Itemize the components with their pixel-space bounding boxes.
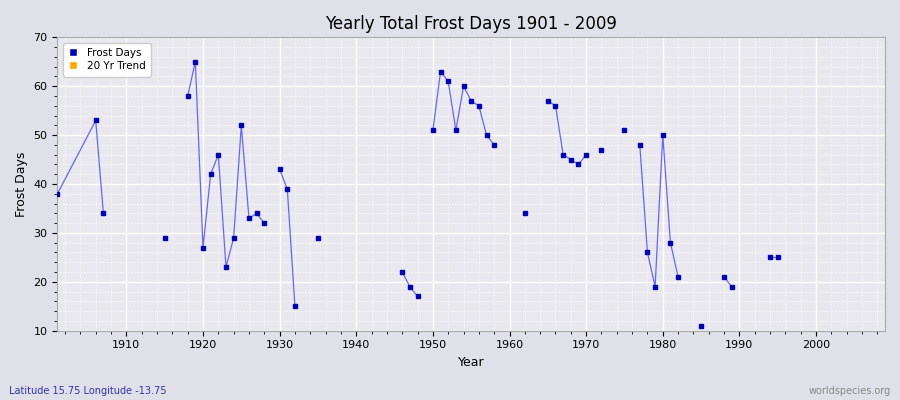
Y-axis label: Frost Days: Frost Days: [15, 151, 28, 217]
Text: worldspecies.org: worldspecies.org: [809, 386, 891, 396]
X-axis label: Year: Year: [458, 356, 484, 369]
Title: Yearly Total Frost Days 1901 - 2009: Yearly Total Frost Days 1901 - 2009: [325, 15, 617, 33]
Legend: Frost Days, 20 Yr Trend: Frost Days, 20 Yr Trend: [63, 42, 150, 76]
Text: Latitude 15.75 Longitude -13.75: Latitude 15.75 Longitude -13.75: [9, 386, 166, 396]
